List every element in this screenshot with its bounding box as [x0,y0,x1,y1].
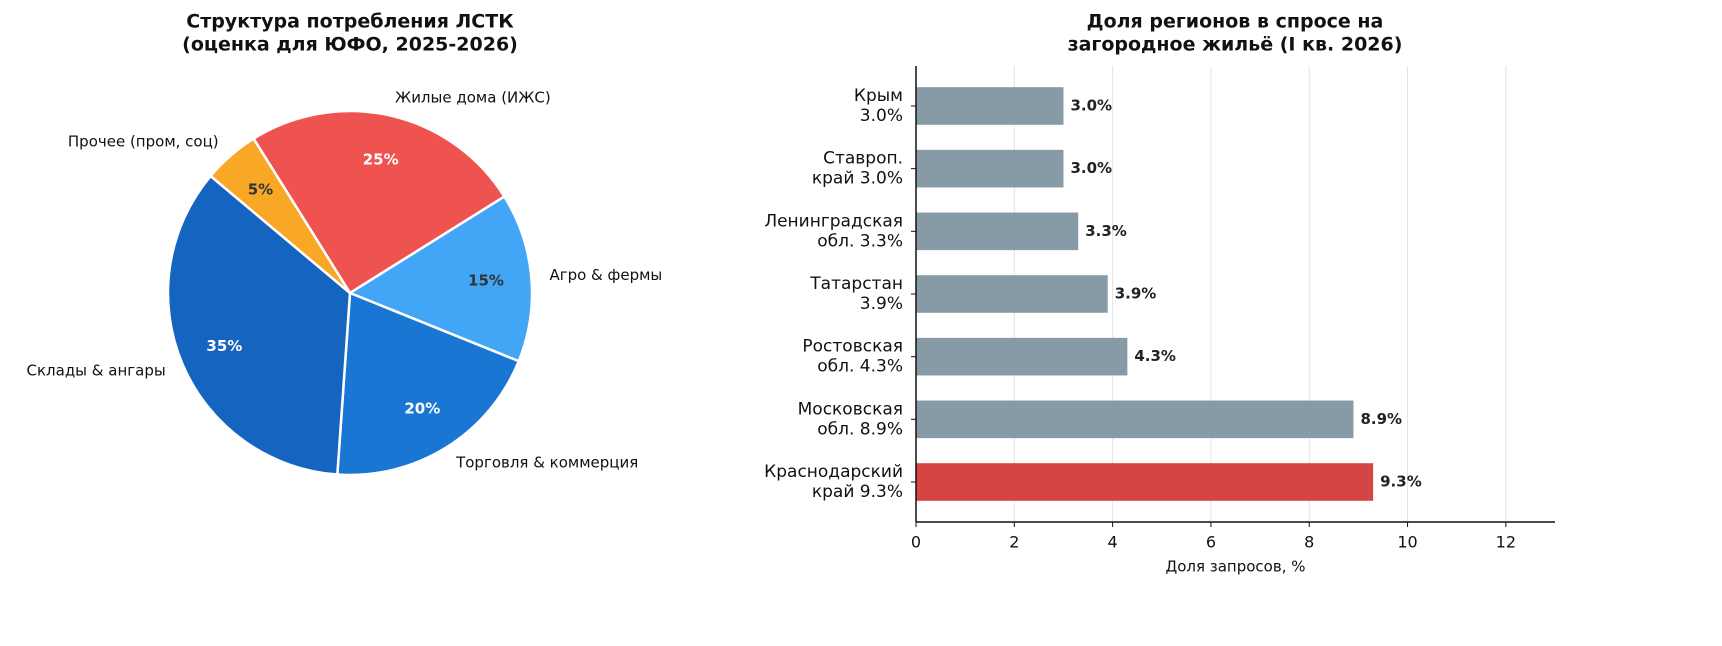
y-tick-label: Татарстан 3.9% [809,274,903,314]
chart-title: Доля регионов в спросе на загородное жиль… [1068,10,1403,55]
pie-slice [251,109,507,295]
slice-label: Жилые дома (ИЖС) [395,88,551,106]
slice-label: Агро & фермы [549,266,662,284]
bar [916,275,1108,313]
y-tick-label: Ростовская обл. 4.3% [802,337,903,377]
pie-slice [208,136,352,294]
value-label: 3.3% [1085,222,1127,240]
value-label: 3.9% [1115,284,1157,302]
value-label: 8.9% [1360,410,1402,428]
x-tick-label: 4 [1108,533,1118,552]
x-axis-label: Доля запросов, % [1165,558,1305,576]
pie-slice [335,291,521,477]
bar [916,149,1064,188]
x-tick-label: 0 [911,533,921,552]
x-tick-label: 2 [1009,533,1019,552]
y-tick-label: Крым 3.0% [854,86,903,126]
slice-percent: 35% [206,337,242,355]
slice-percent: 20% [404,399,440,417]
bar [916,87,1064,125]
pie-slice [166,174,352,476]
slice-percent: 15% [468,272,504,290]
x-tick-label: 12 [1496,533,1516,552]
slice-label: Прочее (пром, соц) [68,132,219,150]
slice-label: Склады & ангары [27,362,166,380]
value-label: 3.0% [1070,159,1112,177]
bar [916,337,1128,376]
x-tick-label: 10 [1397,533,1417,552]
x-tick-label: 6 [1206,533,1216,552]
slice-percent: 25% [363,150,399,168]
chart-title: Структура потребления ЛСТК (оценка для ЮФ… [182,10,518,55]
bar [916,212,1079,251]
x-tick-label: 8 [1304,533,1314,552]
bar [916,463,1374,501]
y-tick-label: Краснодарский край 9.3% [764,462,903,502]
y-tick-label: Ленинградская обл. 3.3% [764,211,903,251]
value-label: 3.0% [1070,96,1112,114]
slice-label: Торговля & коммерция [455,453,638,471]
y-tick-label: Ставроп. край 3.0% [812,149,903,189]
bar [916,400,1354,439]
value-label: 9.3% [1380,473,1422,491]
pie-slice [347,194,534,363]
y-tick-label: Московская обл. 8.9% [798,399,903,439]
value-label: 4.3% [1134,347,1176,365]
slice-percent: 5% [248,180,273,198]
